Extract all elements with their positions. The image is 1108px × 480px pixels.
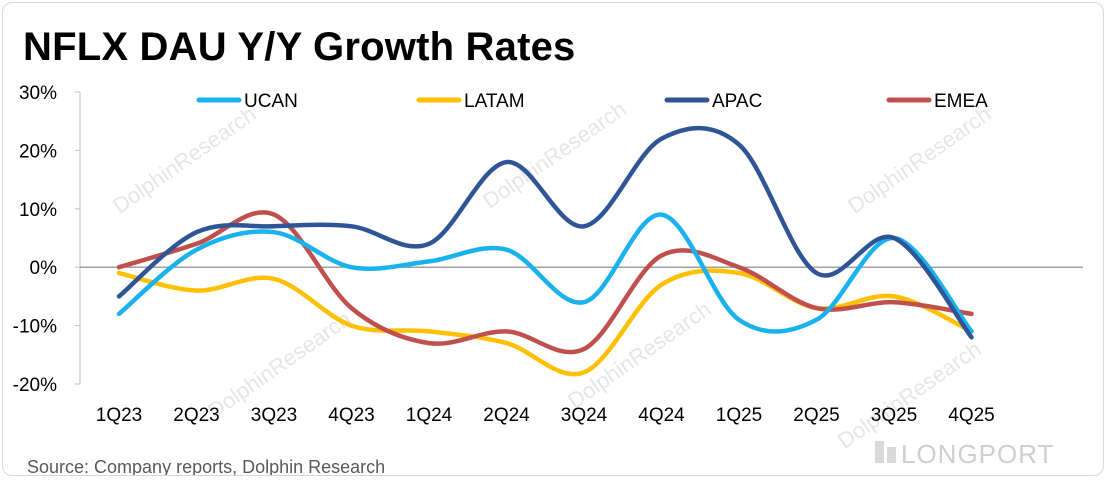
- x-tick-label: 4Q25: [948, 405, 994, 426]
- series-line-apac: [116, 125, 974, 340]
- x-tick-label: 4Q23: [328, 405, 374, 426]
- legend-label-emea: EMEA: [934, 91, 988, 112]
- chart-title: NFLX DAU Y/Y Growth Rates: [23, 25, 576, 69]
- x-tick-label: 1Q24: [406, 405, 453, 426]
- series-line-emea: [116, 210, 974, 355]
- legend-label-apac: APAC: [712, 91, 762, 112]
- y-tick-label: -20%: [13, 375, 57, 396]
- x-tick-label: 1Q23: [96, 405, 142, 426]
- y-tick-label: 30%: [19, 83, 57, 104]
- x-tick-label: 1Q25: [716, 405, 762, 426]
- brand-label: LONGPORT: [901, 439, 1055, 469]
- x-tick-label: 3Q25: [871, 405, 917, 426]
- x-tick-label: 2Q25: [793, 405, 839, 426]
- x-tick-label: 2Q23: [173, 405, 219, 426]
- y-tick-label: -10%: [13, 317, 57, 338]
- x-tick-label: 4Q24: [638, 405, 685, 426]
- longport-logo-icon: [875, 441, 896, 463]
- y-tick-label: 0%: [30, 258, 58, 279]
- legend-label-ucan: UCAN: [244, 91, 298, 112]
- series-line-latam: [116, 268, 974, 377]
- legend-label-latam: LATAM: [464, 91, 525, 112]
- y-tick-label: 20%: [19, 141, 57, 162]
- source-note: Source: Company reports, Dolphin Researc…: [27, 457, 386, 476]
- series-line-ucan: [116, 212, 974, 334]
- line-chart: 30% 20% 10% 0% -10% -20% 1Q23 2Q23 3Q23 4Q23 1Q24 2…: [13, 83, 1083, 426]
- x-tick-label: 3Q23: [251, 405, 297, 426]
- x-tick-label: 2Q24: [483, 405, 530, 426]
- x-tick-label: 3Q24: [561, 405, 608, 426]
- y-tick-label: 10%: [19, 200, 57, 221]
